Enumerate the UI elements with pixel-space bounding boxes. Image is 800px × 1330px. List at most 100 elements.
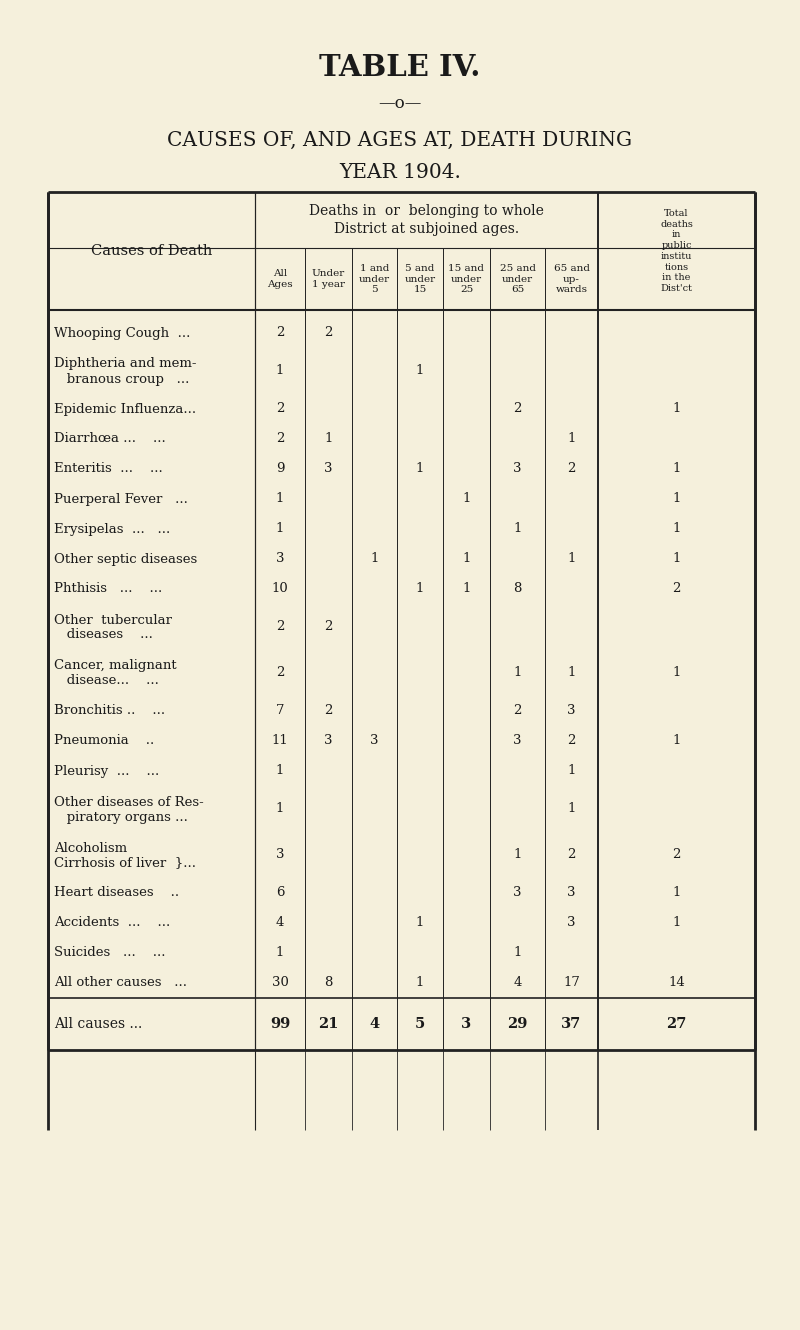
Text: Erysipelas  ...   ...: Erysipelas ... ... (54, 523, 170, 536)
Text: Other septic diseases: Other septic diseases (54, 552, 198, 565)
Text: 1: 1 (416, 364, 424, 378)
Text: 1: 1 (514, 523, 522, 536)
Text: 2: 2 (324, 621, 333, 633)
Text: 3: 3 (324, 734, 333, 747)
Text: 1: 1 (672, 463, 681, 476)
Text: 65 and
up-
wards: 65 and up- wards (554, 265, 590, 294)
Text: 7: 7 (276, 705, 284, 717)
Text: 11: 11 (272, 734, 288, 747)
Text: 3: 3 (324, 463, 333, 476)
Text: 8: 8 (514, 583, 522, 596)
Text: —o—: —o— (378, 96, 422, 113)
Text: Other  tubercular: Other tubercular (54, 613, 172, 626)
Text: 1: 1 (672, 403, 681, 415)
Text: 2: 2 (567, 463, 576, 476)
Text: 1: 1 (672, 492, 681, 505)
Text: 6: 6 (276, 887, 284, 899)
Text: branous croup   ...: branous croup ... (54, 372, 190, 386)
Text: Deaths in  or  belonging to whole
District at subjoined ages.: Deaths in or belonging to whole District… (309, 203, 544, 237)
Text: 2: 2 (567, 734, 576, 747)
Text: 2: 2 (324, 326, 333, 339)
Text: Enteritis  ...    ...: Enteritis ... ... (54, 463, 162, 476)
Text: 3: 3 (276, 849, 284, 862)
Text: 1: 1 (416, 463, 424, 476)
Text: Diarrhœa ...    ...: Diarrhœa ... ... (54, 432, 166, 446)
Text: 1: 1 (672, 734, 681, 747)
Text: All
Ages: All Ages (267, 269, 293, 289)
Text: disease...    ...: disease... ... (54, 674, 159, 688)
Text: Suicides   ...    ...: Suicides ... ... (54, 947, 166, 959)
Text: 1: 1 (276, 947, 284, 959)
Text: 1: 1 (276, 802, 284, 815)
Text: 1: 1 (567, 765, 576, 778)
Text: TABLE IV.: TABLE IV. (319, 53, 481, 82)
Text: 25 and
under
65: 25 and under 65 (499, 265, 535, 294)
Text: 9: 9 (276, 463, 284, 476)
Text: Other diseases of Res-: Other diseases of Res- (54, 795, 204, 809)
Text: 3: 3 (276, 552, 284, 565)
Text: Epidemic Influenza...: Epidemic Influenza... (54, 403, 196, 415)
Text: Cirrhosis of liver  }...: Cirrhosis of liver }... (54, 857, 196, 870)
Text: piratory organs ...: piratory organs ... (54, 810, 188, 823)
Text: 3: 3 (567, 705, 576, 717)
Text: 1: 1 (672, 666, 681, 680)
Text: 1: 1 (324, 432, 333, 446)
Text: 2: 2 (276, 432, 284, 446)
Text: 2: 2 (276, 666, 284, 680)
Text: 1: 1 (672, 552, 681, 565)
Text: 21: 21 (318, 1017, 338, 1031)
Text: 1: 1 (276, 765, 284, 778)
Text: All causes ...: All causes ... (54, 1017, 142, 1031)
Text: 2: 2 (276, 403, 284, 415)
Text: 37: 37 (562, 1017, 582, 1031)
Text: 1: 1 (567, 432, 576, 446)
Text: 5: 5 (415, 1017, 425, 1031)
Text: 1: 1 (416, 583, 424, 596)
Text: YEAR 1904.: YEAR 1904. (339, 162, 461, 181)
Text: 1: 1 (276, 492, 284, 505)
Text: Pleurisy  ...    ...: Pleurisy ... ... (54, 765, 159, 778)
Text: 1: 1 (672, 523, 681, 536)
Text: 1: 1 (462, 583, 470, 596)
Text: 1: 1 (567, 552, 576, 565)
Text: All other causes   ...: All other causes ... (54, 976, 187, 990)
Text: 2: 2 (672, 583, 681, 596)
Text: Phthisis   ...    ...: Phthisis ... ... (54, 583, 162, 596)
Text: Diphtheria and mem-: Diphtheria and mem- (54, 358, 197, 371)
Text: 3: 3 (370, 734, 378, 747)
Text: Total
deaths
in
public
institu
tions
in the
Dist'ct: Total deaths in public institu tions in … (660, 209, 693, 293)
Text: 1 and
under
5: 1 and under 5 (359, 265, 390, 294)
Text: Bronchitis ..    ...: Bronchitis .. ... (54, 705, 165, 717)
Text: 1: 1 (276, 523, 284, 536)
Text: CAUSES OF, AND AGES AT, DEATH DURING: CAUSES OF, AND AGES AT, DEATH DURING (167, 130, 633, 149)
Text: 3: 3 (462, 1017, 471, 1031)
Text: 2: 2 (324, 705, 333, 717)
Text: 8: 8 (324, 976, 333, 990)
Text: 4: 4 (370, 1017, 379, 1031)
Text: Alcoholism: Alcoholism (54, 842, 127, 854)
Text: 5 and
under
15: 5 and under 15 (405, 265, 435, 294)
Text: Causes of Death: Causes of Death (91, 243, 212, 258)
Text: 1: 1 (514, 666, 522, 680)
Text: 3: 3 (567, 916, 576, 930)
Text: 4: 4 (514, 976, 522, 990)
Text: 3: 3 (514, 887, 522, 899)
Text: Whooping Cough  ...: Whooping Cough ... (54, 326, 190, 339)
Text: 1: 1 (462, 492, 470, 505)
Text: 1: 1 (514, 849, 522, 862)
Text: Puerperal Fever   ...: Puerperal Fever ... (54, 492, 188, 505)
Text: 3: 3 (514, 734, 522, 747)
Text: 1: 1 (514, 947, 522, 959)
Text: diseases    ...: diseases ... (54, 629, 153, 641)
Text: 30: 30 (271, 976, 289, 990)
Text: 2: 2 (514, 705, 522, 717)
Text: 2: 2 (567, 849, 576, 862)
Text: Cancer, malignant: Cancer, malignant (54, 660, 177, 673)
Text: 4: 4 (276, 916, 284, 930)
Text: 99: 99 (270, 1017, 290, 1031)
Text: 2: 2 (276, 621, 284, 633)
Text: 1: 1 (416, 976, 424, 990)
Text: 3: 3 (567, 887, 576, 899)
Text: 29: 29 (507, 1017, 528, 1031)
Text: 15 and
under
25: 15 and under 25 (449, 265, 485, 294)
